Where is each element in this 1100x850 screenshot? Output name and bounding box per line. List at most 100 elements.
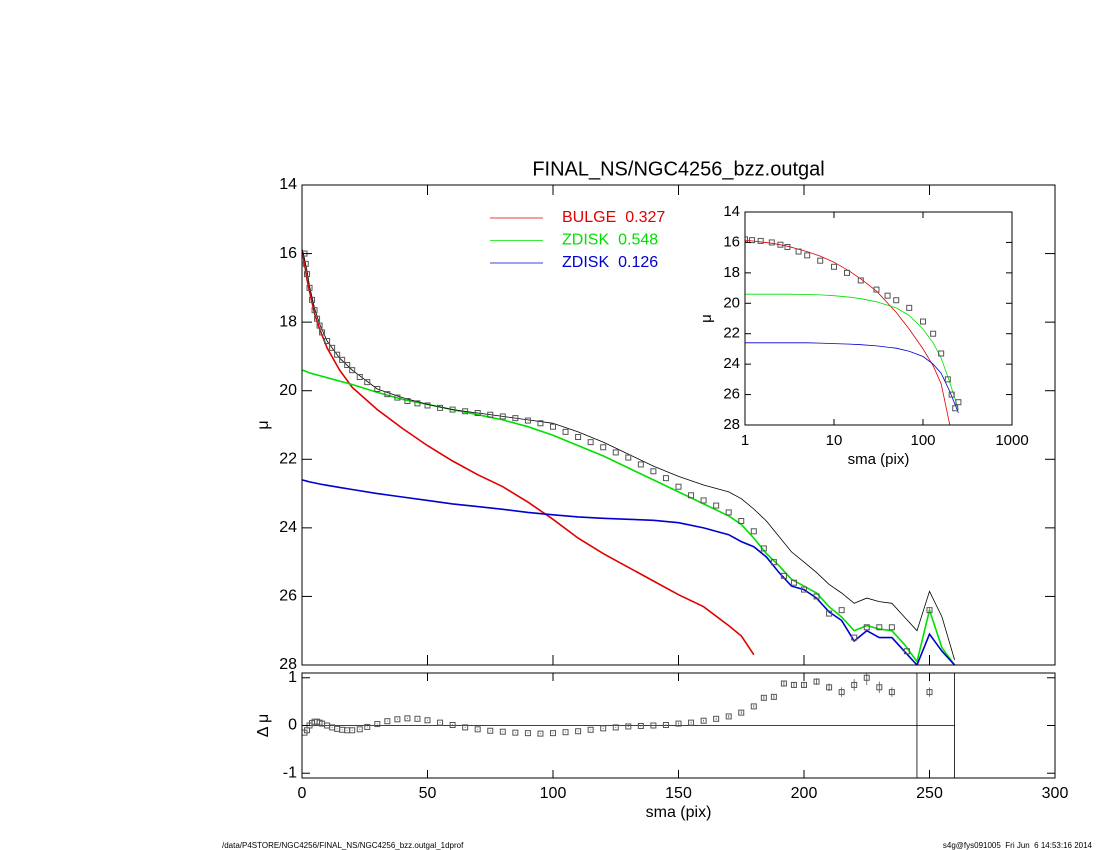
data-point <box>394 394 401 401</box>
data-point <box>487 727 494 734</box>
data-point <box>770 693 777 700</box>
data-point <box>612 724 619 731</box>
y-axis-label: Δ μ <box>255 714 272 737</box>
data-point <box>713 715 720 722</box>
x-tick-label: 300 <box>1042 785 1069 802</box>
data-point <box>356 726 363 733</box>
data-point <box>449 722 456 729</box>
data-point <box>757 237 764 244</box>
y-tick-label: 26 <box>723 386 740 403</box>
data-point <box>831 263 837 270</box>
legend-name: ZDISK <box>562 254 609 271</box>
data-point <box>750 703 757 710</box>
data-point <box>625 723 632 730</box>
data-point <box>437 719 444 726</box>
data-point <box>424 402 431 409</box>
data-point <box>304 271 311 278</box>
data-point <box>738 518 745 524</box>
data-point <box>738 709 745 716</box>
data-point <box>813 593 820 600</box>
data-point <box>790 579 797 586</box>
data-point <box>414 715 421 722</box>
legend-entry: ZDISK 0.126 <box>562 254 658 271</box>
y-tick-label: 14 <box>279 176 297 193</box>
data-point <box>826 610 833 617</box>
data-point <box>487 411 494 418</box>
data-point <box>662 722 669 729</box>
legend-weight: 0.327 <box>625 209 665 226</box>
data-point <box>324 338 331 344</box>
data-point <box>404 398 411 404</box>
y-tick-label: 22 <box>723 325 740 342</box>
data-point <box>550 730 556 737</box>
data-point <box>474 410 481 416</box>
footer-stamp: s4g@fys091005 Fri Jun 6 14:53:16 2014 <box>943 841 1093 850</box>
data-point <box>750 528 757 535</box>
data-point <box>562 729 569 736</box>
data-point <box>306 284 313 291</box>
data-point <box>725 713 732 720</box>
footer-path: /data/P4STORE/NGC4256/FINAL_NS/NGC4256_b… <box>222 841 464 850</box>
data-point <box>537 420 544 427</box>
data-point <box>512 729 519 736</box>
data-point <box>374 386 381 392</box>
data-point <box>777 241 784 248</box>
data-point <box>575 434 582 440</box>
x-axis-label: sma (pix) <box>848 451 910 468</box>
data-point <box>857 277 864 284</box>
data-point <box>826 684 833 691</box>
data-point <box>637 722 644 729</box>
data-point <box>745 236 748 243</box>
series-line <box>302 479 956 665</box>
data-point <box>339 356 346 363</box>
data-point <box>700 497 707 504</box>
y-tick-label: 24 <box>279 519 297 536</box>
x-tick-label: 150 <box>665 785 692 802</box>
data-point <box>844 269 851 276</box>
series-line <box>302 369 956 665</box>
x-tick-label: 1000 <box>995 432 1028 449</box>
data-point <box>888 689 895 696</box>
data-point <box>938 350 945 357</box>
x-tick-label: 100 <box>540 785 567 802</box>
data-point <box>813 678 820 685</box>
data-point <box>675 720 682 727</box>
data-point <box>851 634 858 641</box>
x-tick-label: 0 <box>298 785 307 802</box>
data-point <box>550 423 556 430</box>
y-tick-label: 18 <box>279 313 297 330</box>
data-point <box>952 405 959 412</box>
data-point <box>784 243 791 250</box>
data-point <box>780 680 787 687</box>
y-tick-label: 20 <box>723 294 740 311</box>
series-line <box>302 248 955 661</box>
data-point <box>768 239 775 246</box>
data-point <box>414 400 421 407</box>
data-point <box>587 439 594 446</box>
data-point <box>944 376 951 383</box>
data-point <box>499 413 506 420</box>
data-point <box>804 252 811 259</box>
y-tick-label: 16 <box>279 245 297 262</box>
data-point <box>795 248 802 255</box>
data-point <box>688 492 695 499</box>
legend-entry: ZDISK 0.548 <box>562 232 658 249</box>
data-point <box>575 728 582 735</box>
data-point <box>838 689 845 696</box>
data-point <box>587 726 594 733</box>
y-tick-label: 26 <box>279 588 297 605</box>
y-tick-label: 0 <box>288 717 297 734</box>
data-point <box>437 404 444 411</box>
data-point <box>537 730 544 737</box>
data-point <box>863 674 870 681</box>
x-tick-label: 100 <box>910 432 935 449</box>
y-axis-label: μ <box>255 420 272 429</box>
data-point <box>955 399 962 406</box>
data-point <box>349 367 356 374</box>
x-axis-label: sma (pix) <box>646 804 712 821</box>
data-point <box>600 725 607 732</box>
x-tick-label: 1 <box>741 432 749 449</box>
y-tick-label: 28 <box>279 656 297 673</box>
y-tick-label: 16 <box>723 233 740 250</box>
data-point <box>344 362 351 368</box>
